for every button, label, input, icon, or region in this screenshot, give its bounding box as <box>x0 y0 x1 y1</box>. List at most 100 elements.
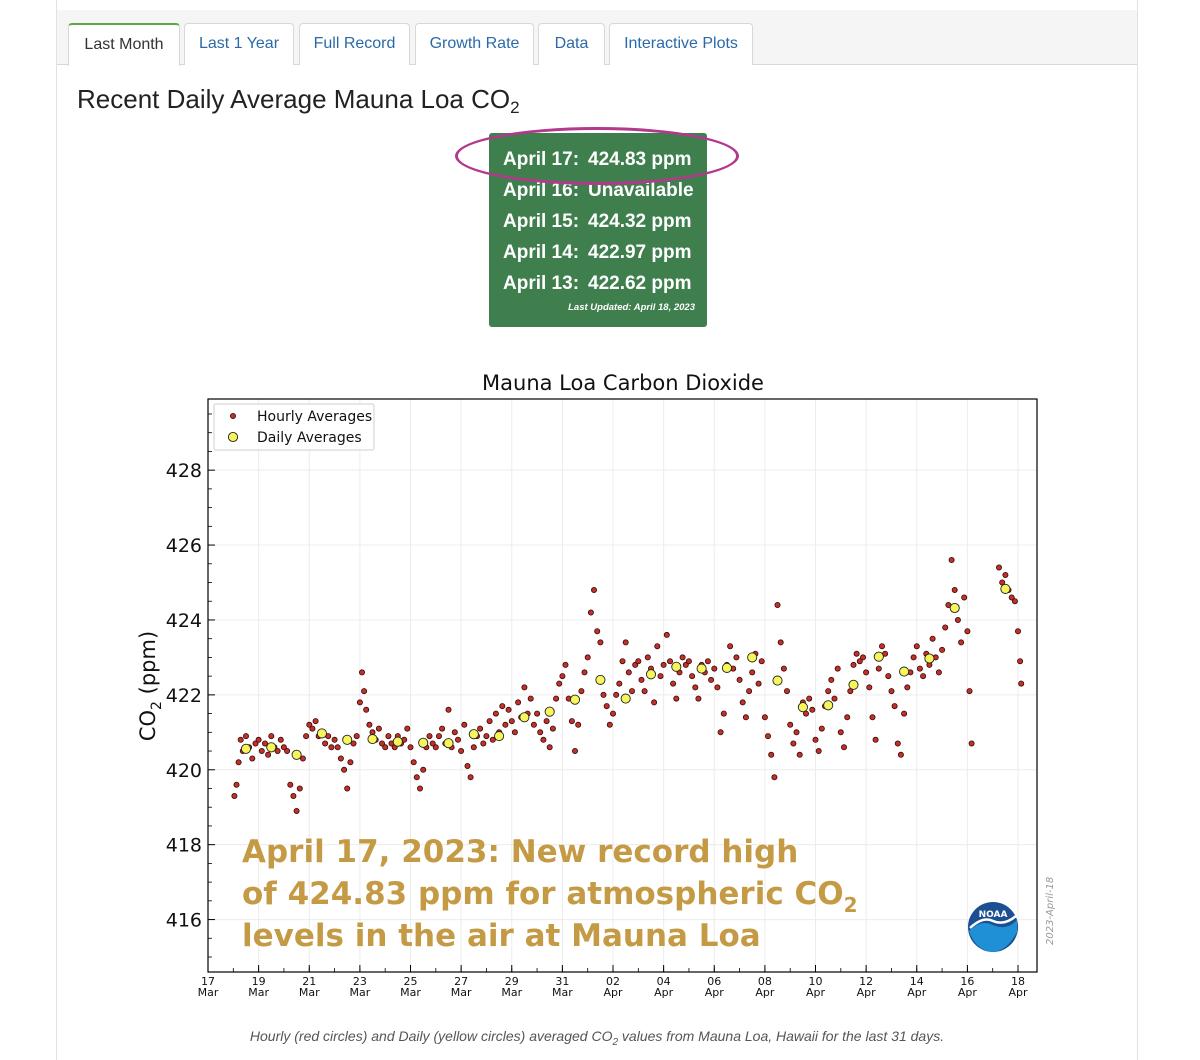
hourly-point <box>968 740 975 747</box>
hourly-point <box>711 665 718 672</box>
hourly-point <box>635 658 642 665</box>
daily-point <box>342 734 353 745</box>
hourly-point <box>755 680 762 687</box>
annotation-line-3: levels in the air at Mauna Loa <box>242 918 761 954</box>
hourly-point <box>714 684 721 691</box>
hourly-point <box>844 714 851 721</box>
tab-data[interactable]: Data <box>538 23 605 65</box>
tab-growth-rate[interactable]: Growth Rate <box>415 23 534 65</box>
hourly-point <box>929 635 936 642</box>
x-tick-label-month: Apr <box>654 986 674 999</box>
reading-value: 422.97 ppm <box>588 242 692 263</box>
hourly-point <box>825 688 832 695</box>
hourly-point <box>312 718 319 725</box>
hourly-point <box>904 684 911 691</box>
hourly-point <box>875 665 882 672</box>
daily-point <box>418 737 429 748</box>
x-tick-label-month: Apr <box>907 986 927 999</box>
x-tick-label-day: 10 <box>809 975 823 988</box>
hourly-point <box>951 587 958 594</box>
x-tick-label-month: Apr <box>755 986 775 999</box>
hourly-point <box>559 673 566 680</box>
hourly-point <box>261 740 268 747</box>
hourly-point <box>644 654 651 661</box>
hourly-point <box>660 661 667 668</box>
hourly-point <box>420 766 427 773</box>
hourly-point <box>562 661 569 668</box>
daily-point <box>645 669 657 680</box>
hourly-point <box>600 691 607 698</box>
hourly-point <box>812 736 819 743</box>
hourly-point <box>651 699 658 706</box>
hourly-point <box>464 763 471 770</box>
legend-hourly-marker <box>229 412 236 419</box>
tab-last-month[interactable]: Last Month <box>68 23 180 66</box>
hourly-point <box>850 661 857 668</box>
hourly-point <box>939 646 946 653</box>
x-tick-label-month: Apr <box>806 986 826 999</box>
daily-point <box>1000 583 1011 594</box>
hourly-point <box>869 714 876 721</box>
hourly-point <box>673 695 680 702</box>
hourly-point <box>1002 572 1009 579</box>
chart-legend: Hourly Averages Daily Averages <box>213 403 375 451</box>
hourly-point <box>597 639 604 646</box>
hourly-point <box>885 673 892 680</box>
hourly-point <box>720 710 727 717</box>
hourly-point <box>268 733 275 740</box>
x-tick-label-day: 25 <box>404 975 418 988</box>
annotation-line-2: of 424.83 ppm for atmospheric CO2 <box>242 876 858 917</box>
hourly-point <box>853 650 860 657</box>
hourly-point <box>616 680 623 687</box>
hourly-point <box>572 748 579 755</box>
hourly-point <box>1011 598 1018 605</box>
hourly-point <box>483 733 490 740</box>
hourly-point <box>774 602 781 609</box>
hourly-point <box>537 729 544 736</box>
hourly-point <box>553 695 560 702</box>
daily-point <box>519 712 530 723</box>
hourly-point <box>255 736 262 743</box>
hourly-point <box>344 785 351 792</box>
daily-point <box>468 729 479 740</box>
daily-points <box>240 583 1011 760</box>
hourly-point <box>334 744 341 751</box>
hourly-point <box>534 710 541 717</box>
hourly-point <box>587 609 594 616</box>
x-tick-label-day: 08 <box>758 975 772 988</box>
x-tick-label-month: Apr <box>958 986 978 999</box>
hourly-point <box>758 658 765 665</box>
x-tick-label-day: 04 <box>657 975 671 988</box>
hourly-point <box>242 733 249 740</box>
hourly-point <box>382 744 389 751</box>
daily-point <box>823 700 834 711</box>
x-tick-label-month: Apr <box>705 986 725 999</box>
hourly-point <box>249 755 256 762</box>
x-tick-label-day: 18 <box>1011 975 1025 988</box>
legend-daily-marker <box>227 431 239 443</box>
hourly-point <box>445 706 452 713</box>
hourly-point <box>328 744 335 751</box>
hourly-point <box>717 729 724 736</box>
hourly-point <box>742 714 749 721</box>
hourly-point <box>486 718 493 725</box>
hourly-point <box>606 721 613 728</box>
tab-last-1-year[interactable]: Last 1 Year <box>184 23 294 65</box>
hourly-point <box>1018 680 1025 687</box>
tab-interactive-plots[interactable]: Interactive Plots <box>609 23 753 65</box>
daily-point <box>494 731 505 742</box>
daily-point <box>316 728 327 739</box>
hourly-point <box>771 774 778 781</box>
hourly-point <box>961 594 968 601</box>
hourly-point <box>265 751 272 758</box>
hourly-point <box>625 669 632 676</box>
hourly-point <box>378 740 385 747</box>
hourly-point <box>527 695 534 702</box>
hourly-point <box>613 691 620 698</box>
x-tick-label-month: Mar <box>248 986 269 999</box>
co2-chart: Mauna Loa Carbon Dioxide 416 418 420 422 424… <box>136 371 1056 999</box>
hourly-point <box>708 676 715 683</box>
tab-full-record[interactable]: Full Record <box>299 23 410 65</box>
hourly-point <box>806 695 813 702</box>
hourly-point <box>891 703 898 710</box>
